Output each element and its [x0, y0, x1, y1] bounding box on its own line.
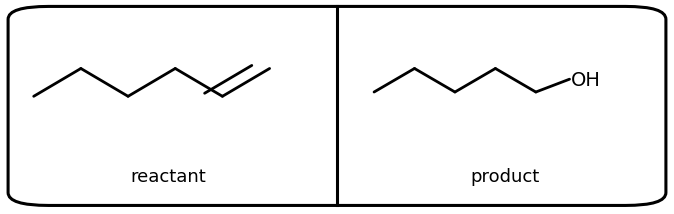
Text: OH: OH [571, 71, 601, 90]
FancyBboxPatch shape [8, 6, 666, 205]
Text: product: product [471, 168, 540, 186]
Text: reactant: reactant [131, 168, 206, 186]
